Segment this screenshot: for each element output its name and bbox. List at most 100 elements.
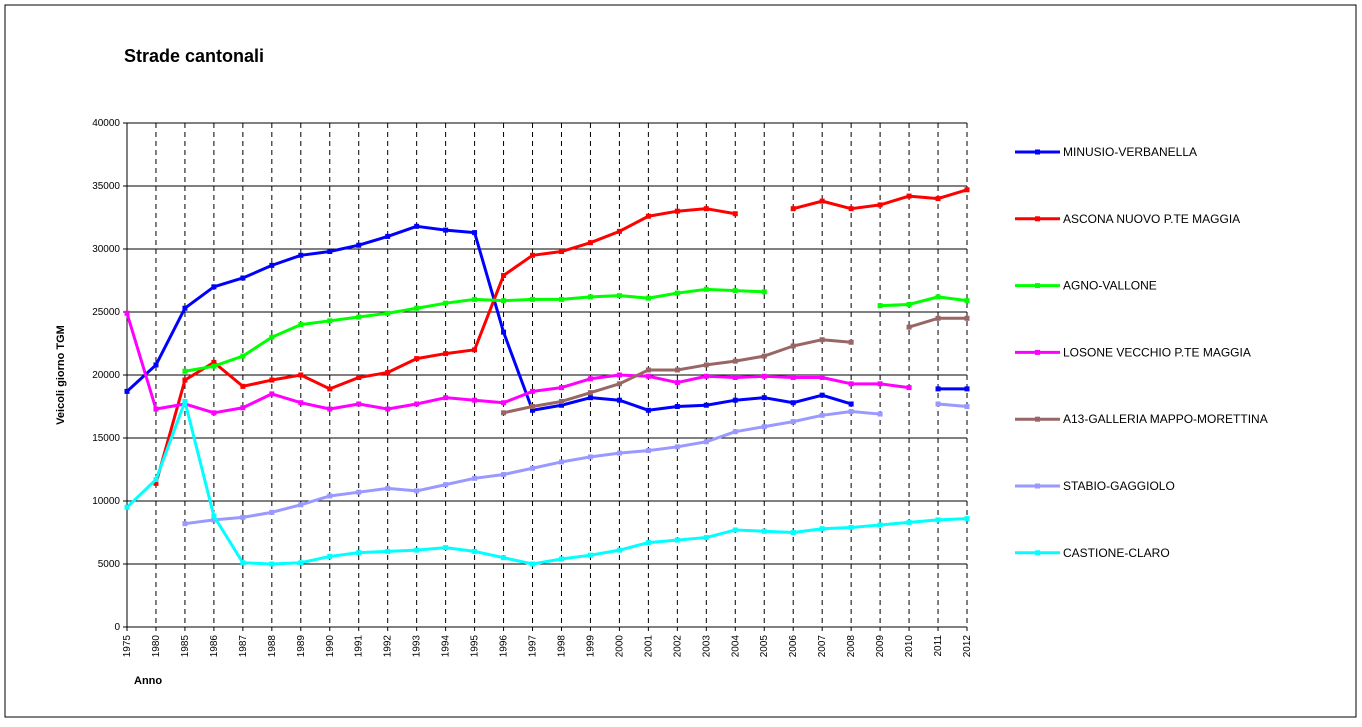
legend-label: MINUSIO-VERBANELLA [1063, 145, 1197, 159]
data-point [240, 405, 246, 411]
data-point [298, 252, 304, 258]
data-point [587, 552, 593, 558]
data-point [906, 385, 912, 391]
data-point [211, 517, 217, 523]
x-tick-label: 2009 [875, 635, 886, 658]
data-point [935, 294, 941, 300]
data-point [153, 480, 159, 486]
data-point [703, 286, 709, 292]
data-point [298, 322, 304, 328]
data-point [558, 402, 564, 408]
x-tick-label: 2004 [730, 635, 741, 658]
data-point [616, 450, 622, 456]
data-point [530, 561, 536, 567]
data-point [790, 206, 796, 212]
data-point [211, 284, 217, 290]
data-point [674, 404, 680, 409]
y-tick-label: 20000 [92, 370, 120, 381]
data-point [153, 406, 159, 412]
data-point [211, 513, 217, 519]
data-point [587, 294, 593, 300]
x-tick-label: 2011 [933, 635, 944, 657]
data-point [761, 424, 767, 430]
data-point [819, 198, 825, 204]
data-point [935, 386, 941, 392]
data-point [877, 411, 883, 417]
data-point [414, 547, 420, 553]
data-point [414, 488, 420, 494]
data-point [587, 376, 593, 382]
x-tick-label: 1995 [470, 635, 481, 658]
data-point [385, 310, 391, 316]
data-point [269, 262, 275, 268]
data-point [877, 522, 883, 528]
data-point [964, 516, 970, 522]
data-point [906, 301, 912, 307]
data-point [819, 375, 825, 381]
x-tick-label: 2001 [643, 635, 654, 658]
y-axis-label: Veicoli giorno TGM [55, 325, 67, 425]
data-point [964, 298, 970, 304]
data-point [645, 373, 651, 379]
data-point [385, 233, 391, 239]
x-tick-label: 2012 [962, 635, 973, 658]
y-tick-label: 0 [114, 622, 120, 633]
data-point [501, 555, 507, 561]
data-point [182, 377, 188, 383]
data-point [501, 400, 507, 406]
data-point [153, 477, 159, 483]
x-tick-label: 1988 [267, 635, 278, 658]
x-tick-label: 2003 [701, 635, 712, 658]
data-point [443, 227, 449, 233]
data-point [703, 373, 709, 379]
data-point [501, 272, 507, 278]
data-point [587, 454, 593, 460]
data-point [298, 372, 304, 378]
data-point [674, 444, 680, 450]
data-point [356, 242, 362, 248]
data-point [732, 211, 738, 217]
data-point [732, 429, 738, 435]
data-point [616, 372, 622, 378]
data-point [964, 187, 970, 193]
x-tick-label: 2007 [817, 635, 828, 658]
y-tick-label: 35000 [92, 181, 120, 192]
data-point [732, 358, 738, 364]
data-point [732, 397, 738, 403]
data-point [443, 395, 449, 401]
x-tick-label: 1996 [499, 635, 510, 658]
data-point [472, 397, 478, 403]
data-point [848, 401, 854, 407]
data-point [848, 339, 854, 345]
data-point [472, 548, 478, 554]
data-point [443, 300, 449, 306]
data-point [153, 362, 159, 368]
data-point [964, 386, 970, 392]
data-point [964, 315, 970, 321]
data-point [269, 391, 275, 397]
legend-marker [1035, 216, 1040, 222]
data-point [298, 400, 304, 406]
data-point [761, 395, 767, 401]
data-point [935, 401, 941, 407]
data-point [269, 334, 275, 340]
data-point [356, 401, 362, 407]
data-point [443, 482, 449, 488]
data-point [240, 560, 246, 566]
data-point [819, 412, 825, 418]
data-point [790, 343, 796, 349]
data-point [558, 296, 564, 302]
data-point [385, 369, 391, 375]
data-point [732, 288, 738, 294]
data-point [385, 406, 391, 412]
legend-label: A13-GALLERIA MAPPO-MORETTINA [1063, 412, 1268, 426]
data-point [530, 407, 536, 413]
data-point [182, 368, 188, 374]
legend-marker [1035, 283, 1040, 289]
data-point [240, 383, 246, 389]
data-point [906, 324, 912, 330]
data-point [790, 400, 796, 406]
x-tick-label: 1997 [528, 635, 539, 658]
data-point [501, 410, 507, 416]
